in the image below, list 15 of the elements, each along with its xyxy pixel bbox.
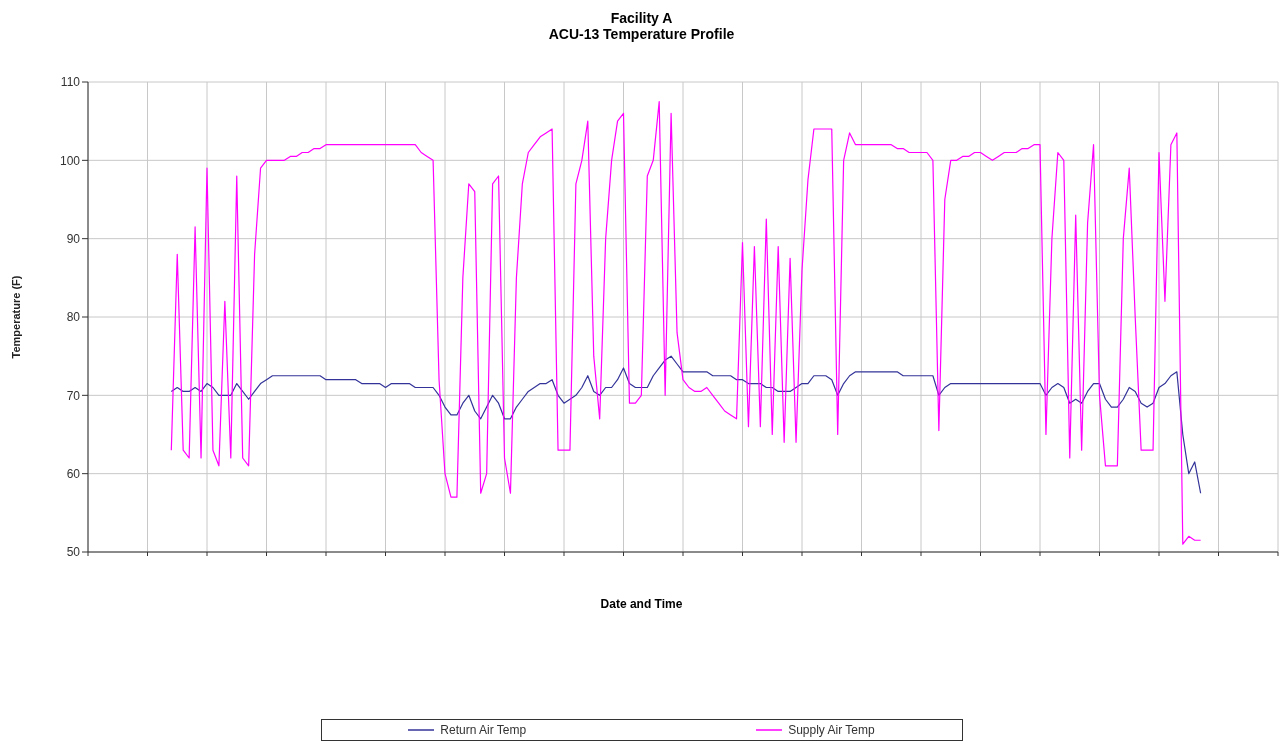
x-axis-title: Date and Time (599, 597, 684, 611)
y-axis-title: Temperature (F) (9, 275, 22, 359)
y-tick-label: 50 (66, 545, 81, 560)
legend-label: Return Air Temp (440, 723, 527, 737)
y-tick-label: 70 (66, 388, 81, 403)
y-tick-label: 90 (66, 231, 81, 246)
line-series (170, 100, 1202, 545)
y-tick-label: 80 (66, 310, 81, 325)
chart-subtitle: ACU-13 Temperature Profile (547, 26, 736, 42)
chart-title: Facility A (609, 10, 674, 26)
y-tick-label: 60 (66, 466, 81, 481)
line-series (170, 355, 1202, 494)
y-tick-label: 100 (59, 153, 81, 168)
legend-label: Supply Air Temp (788, 723, 875, 737)
y-tick-label: 110 (60, 75, 81, 90)
